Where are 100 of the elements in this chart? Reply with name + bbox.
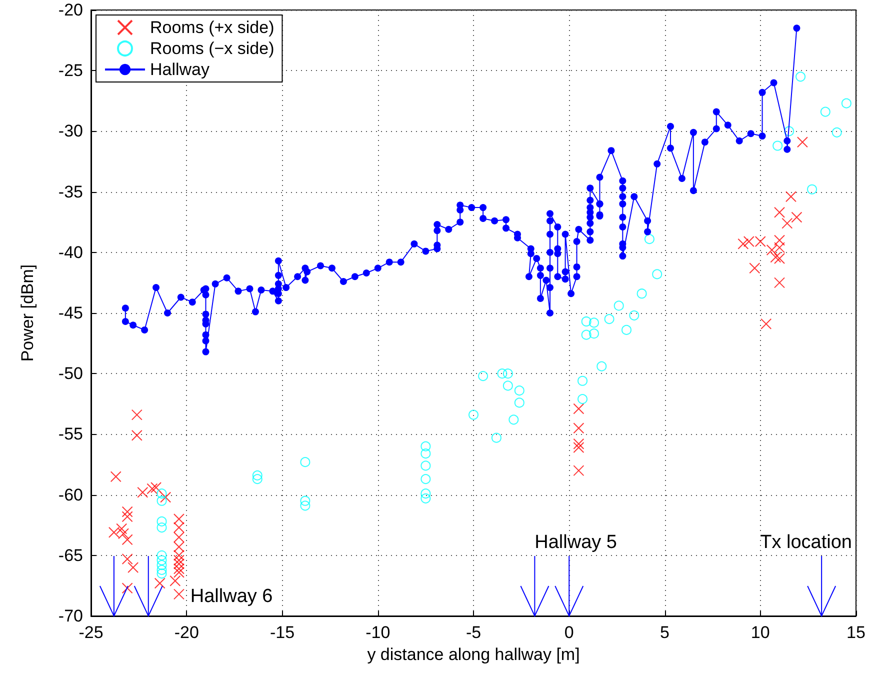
x-tick-label: 15 — [846, 623, 866, 642]
point — [150, 482, 162, 494]
point — [754, 236, 766, 247]
ref-line-label: Hallway 6 — [190, 586, 273, 607]
point — [820, 106, 830, 117]
point — [108, 526, 120, 538]
point — [420, 441, 431, 452]
point — [420, 488, 431, 499]
x-tick-label: -25 — [78, 623, 104, 642]
point — [156, 560, 167, 570]
point — [614, 300, 624, 311]
point — [573, 465, 584, 476]
point — [784, 126, 794, 136]
point — [629, 310, 640, 320]
point — [128, 562, 139, 574]
point — [137, 486, 148, 498]
point — [156, 550, 167, 560]
point — [514, 398, 524, 408]
point — [497, 368, 508, 379]
y-tick-label: -50 — [58, 364, 83, 384]
point — [604, 314, 614, 324]
point — [785, 191, 796, 202]
point — [118, 528, 130, 540]
y-tick-label: -35 — [58, 182, 83, 202]
point — [156, 496, 167, 506]
point — [173, 588, 184, 600]
point — [122, 506, 133, 518]
x-tick-label: -5 — [466, 623, 482, 642]
point — [807, 184, 818, 194]
point — [131, 430, 142, 441]
point — [749, 262, 760, 274]
y-tick-label: -30 — [58, 122, 83, 141]
y-tick-label: -45 — [58, 304, 83, 322]
point — [156, 488, 167, 499]
point — [578, 376, 588, 386]
ref-line-label: Hallway 5 — [534, 532, 618, 553]
point — [300, 500, 310, 511]
point — [796, 136, 808, 148]
point — [420, 493, 431, 504]
ref-line-label: Tx location — [760, 532, 852, 553]
point — [156, 516, 167, 526]
point — [502, 380, 513, 391]
y-tick-label: -60 — [58, 485, 83, 504]
point — [652, 269, 662, 280]
point — [743, 236, 754, 247]
point — [156, 555, 167, 566]
point — [573, 403, 584, 414]
point — [581, 316, 592, 326]
point — [760, 318, 772, 330]
point — [508, 414, 519, 425]
y-tick-label: -25 — [58, 61, 83, 80]
point — [573, 438, 584, 450]
point — [420, 460, 431, 471]
point — [420, 448, 431, 459]
point — [122, 511, 133, 522]
point — [478, 371, 488, 382]
point — [156, 564, 167, 575]
point — [110, 471, 122, 482]
legend-label: Hallway — [150, 60, 210, 79]
point — [636, 288, 647, 299]
point — [300, 457, 310, 468]
x-tick-label: -10 — [366, 623, 390, 642]
point — [573, 442, 584, 454]
x-tick-label: -20 — [174, 623, 199, 642]
point — [738, 238, 749, 250]
x-axis-title: y distance along hallway [m] — [367, 645, 580, 664]
point — [170, 575, 181, 586]
point — [770, 252, 782, 263]
point — [122, 534, 133, 546]
point — [154, 578, 166, 589]
point — [588, 328, 599, 339]
point — [514, 386, 524, 396]
point — [588, 318, 599, 328]
legend-label: Rooms (+x side) — [150, 18, 274, 37]
point — [832, 127, 842, 138]
point — [644, 234, 654, 244]
point — [596, 361, 607, 372]
x-tick-label: 10 — [750, 623, 770, 642]
point — [782, 218, 793, 229]
point — [122, 554, 133, 565]
point — [420, 474, 431, 484]
y-tick-label: -40 — [58, 242, 83, 262]
point — [766, 244, 778, 256]
point — [156, 522, 167, 533]
point — [502, 368, 513, 379]
legend-label: Rooms (−x side) — [150, 39, 274, 58]
point — [796, 72, 806, 82]
point — [300, 496, 310, 506]
point — [578, 394, 588, 404]
point — [252, 474, 262, 484]
point — [791, 212, 802, 223]
point — [252, 470, 262, 480]
point — [573, 422, 584, 434]
x-tick-label: 5 — [660, 623, 670, 642]
x-tick-label: 0 — [564, 623, 574, 642]
y-tick-label: -70 — [58, 606, 83, 626]
point — [468, 410, 478, 420]
y-tick-label: -65 — [58, 546, 83, 565]
point — [774, 206, 785, 218]
x-tick-label: -15 — [270, 623, 295, 642]
